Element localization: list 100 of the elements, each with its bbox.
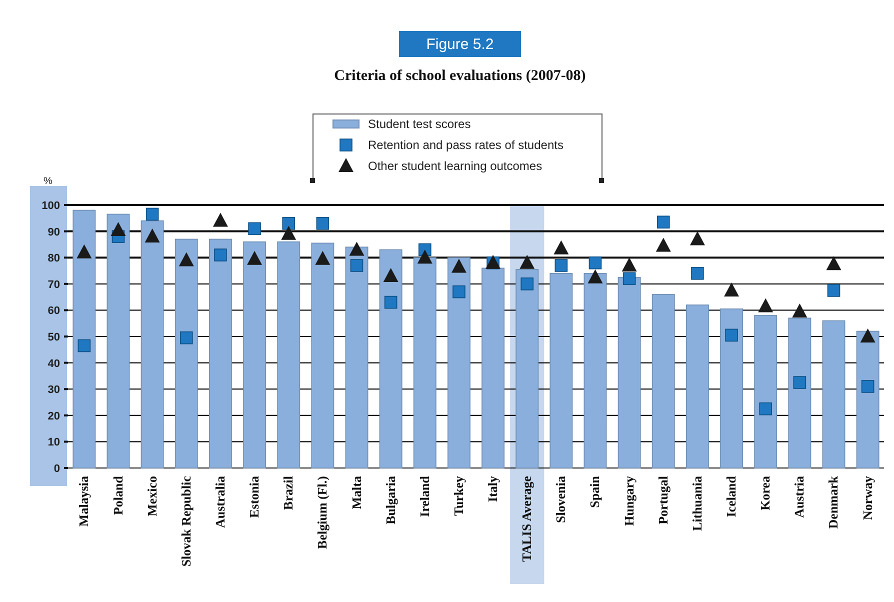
point [78,339,91,352]
bar [379,249,402,468]
bar [208,238,232,468]
x-tick-label: Italy [485,476,500,502]
point [758,298,774,312]
x-tick-label: Estonia [246,476,262,518]
legend-label: Other student learning outcomes [368,159,542,173]
y-tick-label: 60 [48,305,60,318]
bar [550,272,573,468]
bar [856,330,880,468]
y-axis-title: % [44,176,53,187]
point [656,216,670,228]
bar [311,242,334,468]
legend-label: Student test scores [368,117,471,131]
point [861,380,874,393]
x-tick-label: Slovak Republic [178,476,194,567]
x-tick-label: Lithuania [689,476,704,531]
point [383,268,398,282]
bar [720,308,744,468]
point [690,231,705,246]
point [622,257,637,272]
y-tick-label: 20 [48,410,60,422]
bar [72,210,96,468]
point [417,250,432,264]
point [759,402,772,416]
x-tick-label: Malta [348,476,364,510]
x-tick-label: Malaysia [76,476,92,527]
x-tick-label: Poland [110,475,126,516]
x-tick-label: Spain [587,475,602,508]
y-tick-label: 80 [48,252,60,265]
point [146,208,159,221]
point [247,250,262,265]
bar [413,257,436,468]
point [451,258,466,273]
legend-label: Retention and pass rates of students [368,138,564,152]
point [588,256,602,270]
x-tick-label: Brazil [280,476,296,510]
bar [277,241,300,468]
bar [686,304,709,468]
point [827,284,840,297]
bar [788,318,812,468]
x-tick-label: Norway [860,476,875,520]
point [281,226,296,240]
x-tick-label: Hungary [621,476,636,526]
point [212,212,228,227]
y-tick-label: 70 [48,278,60,291]
point [691,266,704,280]
bar [584,272,607,468]
bar [754,315,778,468]
point [248,222,261,236]
bar [174,238,198,468]
bar [447,257,470,468]
point [520,254,535,269]
point [520,278,534,290]
x-tick-label: Denmark [826,475,841,529]
point [554,240,569,254]
y-tick-label: 0 [54,463,60,475]
bar [482,268,505,468]
x-tick-label: Australia [212,476,228,528]
bar [345,246,368,468]
x-tick-label: Austria [792,476,807,518]
point [656,238,671,252]
point [349,242,364,256]
point [178,252,194,266]
point [144,228,160,243]
point [282,217,296,230]
point [622,272,636,286]
point [860,328,876,342]
x-tick-label: Ireland [416,475,432,517]
y-tick-label: 90 [48,226,60,238]
x-tick-label: Mexico [144,476,160,516]
y-tick-label: 100 [42,200,60,212]
x-tick-label: Turkey [450,476,466,516]
x-tick-label: Portugal [655,476,670,524]
point [793,376,806,389]
point [110,222,126,236]
point [826,256,842,270]
point [350,259,364,272]
point [180,331,193,344]
x-tick-label: Iceland [724,475,739,518]
point [384,296,398,309]
bar [516,269,539,468]
y-tick-label: 40 [48,358,60,370]
point [588,269,603,284]
bar [243,241,266,468]
point [452,285,466,298]
y-tick-label: 30 [48,384,60,396]
bar [652,294,675,468]
x-tick-label: Slovenia [553,476,568,523]
bar [618,276,641,468]
chart-title: Criteria of school evaluations (2007-08) [334,68,586,84]
point [76,244,92,258]
y-tick-label: 50 [48,332,60,344]
x-tick-label: Bulgaria [382,476,398,524]
point [214,248,227,262]
x-tick-label: TALIS Average [519,476,534,562]
bar [140,220,164,468]
point [554,259,568,272]
x-tick-label: Belgium (Fl.) [314,476,330,549]
point [792,304,808,318]
